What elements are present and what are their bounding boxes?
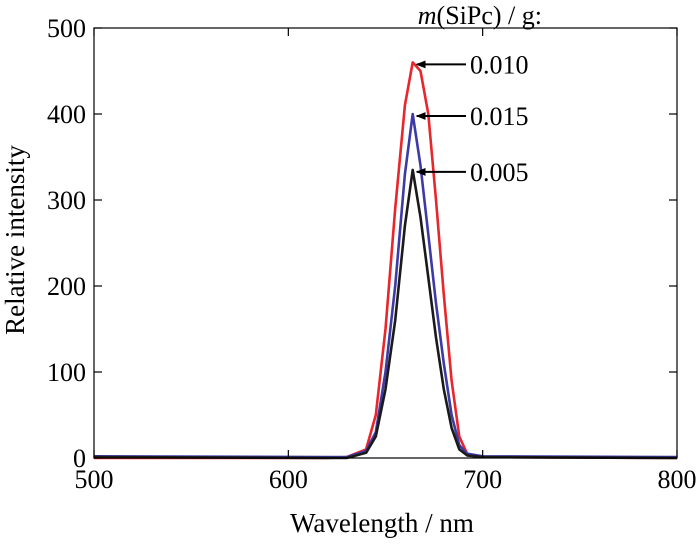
x-tick-label: 500 [75, 465, 114, 494]
y-tick-label: 400 [47, 100, 86, 129]
y-tick-label: 200 [47, 272, 86, 301]
y-tick-label: 300 [47, 186, 86, 215]
legend-title-rest: (SiPc) / g: [437, 1, 542, 30]
x-tick-label: 800 [658, 465, 697, 494]
plot-frame [93, 27, 678, 459]
x-tick-label: 700 [463, 465, 502, 494]
x-tick-label: 600 [269, 465, 308, 494]
legend-title-italic: m [418, 1, 437, 30]
legend-title: m(SiPc) / g: [418, 1, 542, 30]
y-tick-label: 500 [47, 14, 86, 43]
axis-tick-labels: 500 600 700 800 0 100 200 300 400 500 [47, 14, 697, 494]
plot-lines [93, 61, 678, 460]
annotation-label: 0.010 [470, 50, 529, 79]
annotation-label: 0.005 [470, 158, 529, 187]
x-axis-label: Wavelength / nm [290, 508, 474, 538]
y-axis-label: Relative intensity [0, 145, 30, 335]
annotations: 0.010 0.015 0.005 [415, 50, 529, 187]
annotation-label: 0.015 [470, 102, 529, 131]
series-line-0-005 [93, 168, 678, 460]
y-tick-label: 0 [73, 444, 86, 473]
y-tick-label: 100 [47, 358, 86, 387]
series-line-0-010 [94, 61, 678, 460]
axis-ticks [93, 27, 678, 459]
series-line-0-015 [93, 112, 678, 459]
